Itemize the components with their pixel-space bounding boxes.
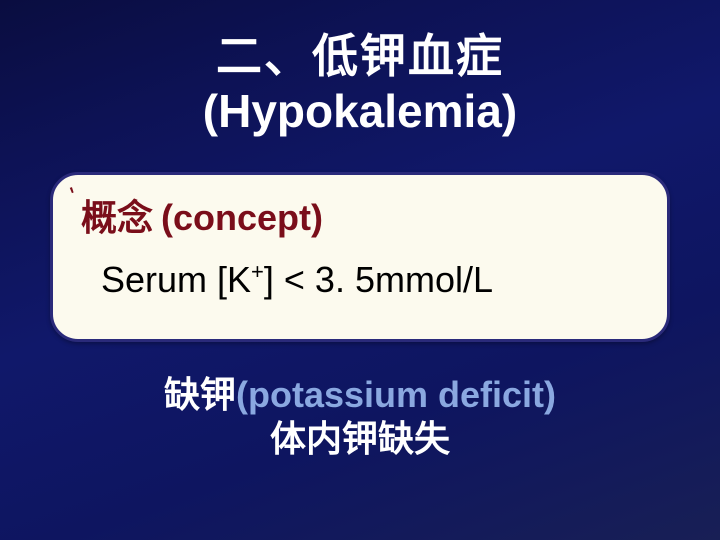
deficit-line-1: 缺钾(potassium deficit)	[0, 374, 720, 416]
deficit-line-2: 体内钾缺失	[0, 418, 720, 459]
concept-body-prefix: Serum [K	[101, 259, 251, 300]
concept-heading-cn: ' 概念	[81, 189, 153, 241]
title-line-2: (Hypokalemia)	[0, 85, 720, 138]
deficit-line1-en: (potassium deficit)	[236, 374, 556, 415]
concept-body-suffix: ] < 3. 5mmol/L	[264, 259, 493, 300]
concept-box: ' 概念 (concept) Serum [K+] < 3. 5mmol/L	[50, 172, 670, 342]
concept-heading: ' 概念 (concept)	[81, 189, 645, 241]
concept-heading-en: (concept)	[161, 197, 323, 239]
deficit-block: 缺钾(potassium deficit) 体内钾缺失	[0, 374, 720, 460]
concept-body: Serum [K+] < 3. 5mmol/L	[101, 259, 645, 301]
slide: 二、低钾血症 (Hypokalemia) ' 概念 (concept) Seru…	[0, 0, 720, 540]
title-line-1: 二、低钾血症	[0, 30, 720, 83]
title-block: 二、低钾血症 (Hypokalemia)	[0, 30, 720, 138]
deficit-line1-cn: 缺钾	[164, 374, 236, 415]
leaf-icon: '	[66, 176, 89, 199]
concept-body-sup: +	[251, 259, 264, 284]
